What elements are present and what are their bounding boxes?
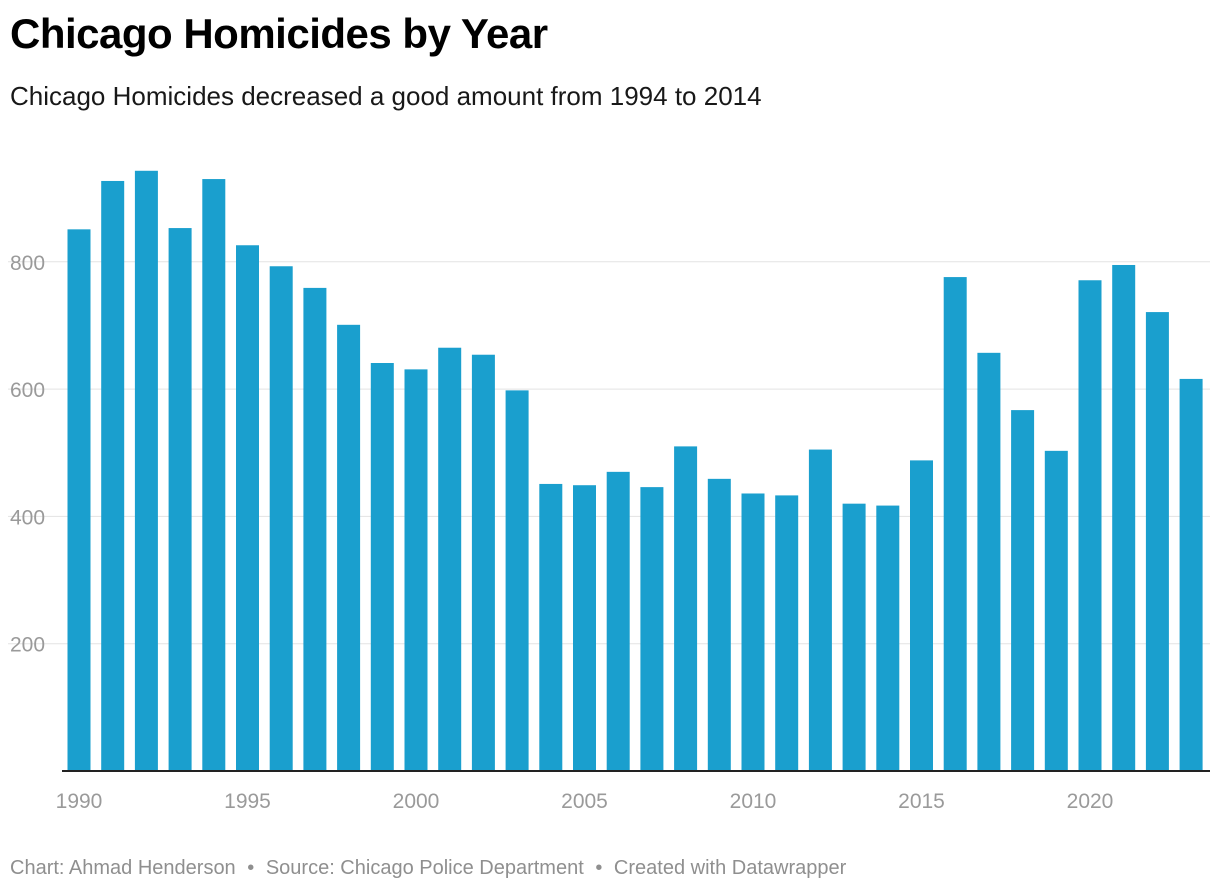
- bar-2002: [471, 354, 495, 771]
- bar-2021: [1112, 264, 1136, 771]
- bars: [67, 170, 1203, 772]
- bar-1990: [67, 229, 91, 771]
- bar-1991: [101, 180, 125, 772]
- x-tick-label: 2010: [730, 790, 777, 813]
- bar-2017: [977, 352, 1001, 771]
- bar-2001: [438, 347, 462, 771]
- bar-2016: [943, 277, 967, 771]
- bar-1994: [202, 179, 226, 771]
- bar-2009: [707, 478, 731, 771]
- x-tick-label: 1995: [224, 790, 271, 813]
- bar-2023: [1179, 378, 1203, 771]
- chart-subtitle: Chicago Homicides decreased a good amoun…: [10, 81, 762, 111]
- bar-2013: [842, 503, 866, 771]
- bar-1995: [236, 245, 259, 772]
- x-axis-labels: 1990 1995 2000 2005 2010 2015 2020: [56, 790, 1114, 813]
- y-tick-label: 600: [10, 379, 45, 402]
- footer-separator: •: [247, 857, 255, 879]
- bar-1999: [370, 363, 394, 771]
- x-tick-label: 1990: [56, 790, 103, 813]
- bar-2010: [741, 493, 765, 771]
- bar-2022: [1145, 312, 1169, 771]
- bar-1993: [168, 228, 192, 772]
- bar-2012: [808, 449, 832, 771]
- y-tick-label: 400: [10, 506, 45, 529]
- bar-1996: [269, 266, 293, 771]
- bar-2015: [910, 460, 933, 771]
- chart-source: Source: Chicago Police Department: [265, 857, 584, 879]
- x-tick-label: 2020: [1067, 790, 1114, 813]
- bar-2019: [1044, 450, 1068, 771]
- footer-separator: •: [595, 857, 603, 879]
- x-tick-label: 2005: [561, 790, 608, 813]
- bar-2020: [1078, 280, 1102, 771]
- bar-2005: [573, 485, 596, 771]
- y-tick-label: 200: [10, 634, 45, 657]
- bar-2018: [1011, 410, 1035, 771]
- bar-2006: [606, 471, 630, 771]
- bar-2004: [539, 483, 563, 771]
- bar-2003: [505, 390, 529, 771]
- bar-2000: [404, 369, 428, 771]
- bar-chart: 200 400 600 800 1990 1995 2000 2005 2010 2015 202…: [8, 170, 1210, 813]
- bar-2011: [775, 495, 799, 771]
- bar-2008: [674, 446, 698, 771]
- y-axis-labels: 200 400 600 800: [10, 252, 45, 657]
- x-tick-label: 2015: [898, 790, 945, 813]
- bar-2007: [640, 487, 664, 771]
- chart-title: Chicago Homicides by Year: [10, 10, 548, 57]
- bar-1992: [134, 170, 158, 771]
- chart-credit: Chart: Ahmad Henderson: [10, 857, 236, 879]
- bar-1997: [303, 287, 327, 771]
- bar-1998: [337, 324, 361, 771]
- chart-footer: Chart: Ahmad Henderson • Source: Chicago…: [10, 857, 846, 880]
- y-tick-label: 800: [10, 252, 45, 275]
- bar-2014: [876, 505, 900, 771]
- x-tick-label: 2000: [393, 790, 440, 813]
- created-with: Created with Datawrapper: [613, 857, 847, 879]
